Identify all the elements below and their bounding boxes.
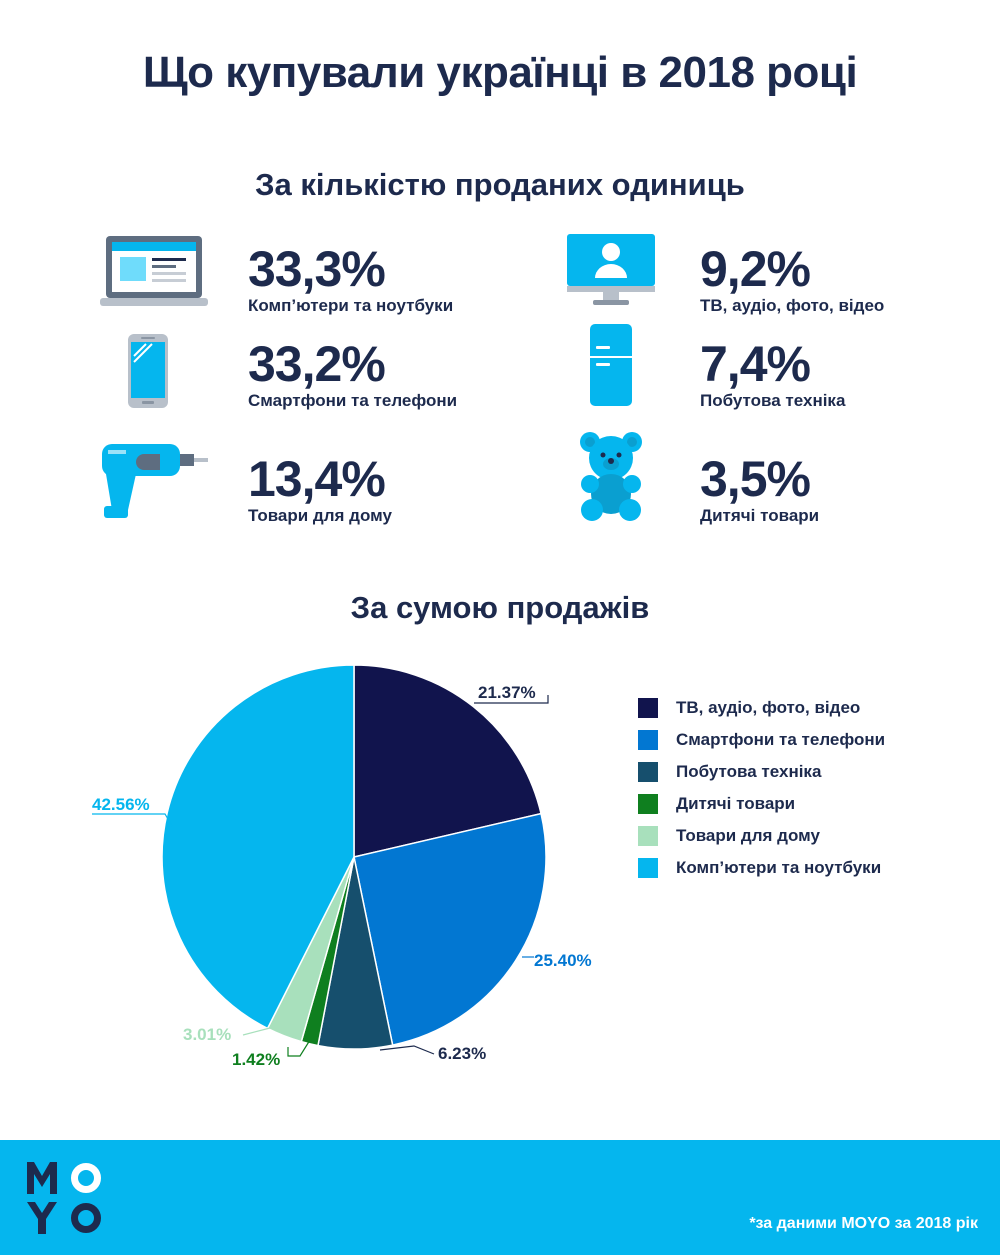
data-label-leader xyxy=(92,813,173,827)
stat-label: Побутова техніка xyxy=(700,391,846,410)
data-label-leader xyxy=(474,695,549,704)
stat-label: ТВ, аудіо, фото, відео xyxy=(700,296,885,315)
legend-label: Побутова техніка xyxy=(676,762,822,781)
stat-home-goods: 13,4% Товари для дому xyxy=(248,454,578,526)
pie-slice xyxy=(353,664,542,858)
stat-percent: 33,2% xyxy=(248,336,386,392)
legend-swatch xyxy=(638,826,658,846)
pie-slice xyxy=(353,812,547,1046)
legend-item: Дитячі товари xyxy=(638,788,885,820)
page-title: Що купували українці в 2018 році xyxy=(142,48,858,97)
data-label-leader xyxy=(379,1045,435,1055)
section-title-units: За кількістю проданих одиниць xyxy=(255,167,745,202)
legend-swatch xyxy=(638,762,658,782)
moyo-logo xyxy=(27,1162,101,1234)
data-label: 25.40% xyxy=(534,951,592,970)
legend-label: Комп’ютери та ноутбуки xyxy=(676,858,882,877)
data-label-leader xyxy=(287,1039,311,1057)
legend-item: Смартфони та телефони xyxy=(638,724,885,756)
data-label: 3.01% xyxy=(183,1025,231,1044)
legend-item: ТВ, аудіо, фото, відео xyxy=(638,692,885,724)
legend-swatch xyxy=(638,730,658,750)
legend-item: Комп’ютери та ноутбуки xyxy=(638,852,885,884)
stat-percent: 3,5% xyxy=(700,451,811,507)
stat-appliances: 7,4% Побутова техніка xyxy=(700,339,1000,411)
section-title-sales: За сумою продажів xyxy=(350,590,650,625)
stat-tv-audio: 9,2% ТВ, аудіо, фото, відео xyxy=(700,244,1000,316)
smartphone-icon xyxy=(128,334,168,408)
footer-bar: *за даними MOYO за 2018 рік xyxy=(0,1140,1000,1255)
legend-label: Смартфони та телефони xyxy=(676,730,886,749)
stat-label: Товари для дому xyxy=(248,506,392,525)
pie-slice xyxy=(161,664,355,1030)
data-label: 1.42% xyxy=(232,1050,280,1069)
legend-swatch xyxy=(638,698,658,718)
legend-item: Побутова техніка xyxy=(638,756,885,788)
data-label: 6.23% xyxy=(438,1044,486,1063)
data-label: 21.37% xyxy=(478,683,536,702)
legend-swatch xyxy=(638,794,658,814)
stat-label: Дитячі товари xyxy=(700,506,820,525)
pie-chart: 21.37% 25.40% 6.23% 1.42%3.01% 42.56% xyxy=(92,664,592,1069)
teddy-bear-icon xyxy=(580,432,642,521)
legend-label: ТВ, аудіо, фото, відео xyxy=(676,698,861,717)
stat-percent: 9,2% xyxy=(700,241,811,297)
chart-legend: ТВ, аудіо, фото, відео Смартфони та телеф… xyxy=(638,692,885,884)
legend-label: Товари для дому xyxy=(676,826,820,845)
legend-swatch xyxy=(638,858,658,878)
legend-label: Дитячі товари xyxy=(676,794,796,813)
drill-icon xyxy=(102,444,208,518)
fridge-icon xyxy=(590,324,632,406)
data-label: 42.56% xyxy=(92,795,150,814)
legend-item: Товари для дому xyxy=(638,820,885,852)
laptop-icon xyxy=(100,236,208,306)
source-footnote: *за даними MOYO за 2018 рік xyxy=(749,1215,978,1232)
stat-label: Комп’ютери та ноутбуки xyxy=(248,296,454,315)
stat-smartphones: 33,2% Смартфони та телефони xyxy=(248,339,578,411)
stat-label: Смартфони та телефони xyxy=(248,391,458,410)
stat-kids-goods: 3,5% Дитячі товари xyxy=(700,454,1000,526)
stat-computers: 33,3% Комп’ютери та ноутбуки xyxy=(248,244,578,316)
stat-percent: 7,4% xyxy=(700,336,811,392)
data-label-leader xyxy=(242,1027,271,1036)
stat-percent: 13,4% xyxy=(248,451,386,507)
monitor-icon xyxy=(567,234,655,305)
stat-percent: 33,3% xyxy=(248,241,386,297)
